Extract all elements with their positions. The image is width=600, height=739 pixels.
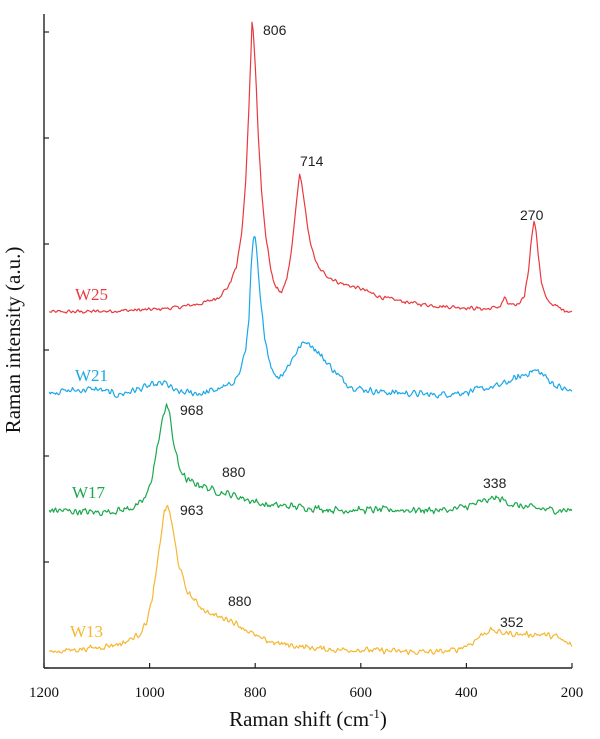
x-tick-label: 1000 xyxy=(135,685,165,701)
series-line-w13 xyxy=(49,504,573,656)
series-label-w17: W17 xyxy=(72,483,106,502)
peak-label: 352 xyxy=(500,614,524,630)
x-ticks: 1200 1000 800 600 400 200 xyxy=(29,663,583,701)
x-tick-label: 600 xyxy=(350,685,373,701)
series-line-w21 xyxy=(48,236,573,399)
x-tick-label: 1200 xyxy=(29,685,59,701)
x-tick-label: 400 xyxy=(455,685,478,701)
x-tick-label: 200 xyxy=(561,685,584,701)
x-axis-title-close: ) xyxy=(380,707,387,731)
peak-label: 963 xyxy=(180,502,204,518)
peak-labels: 806 714 270 968 880 338 963 880 352 xyxy=(180,22,544,630)
x-axis-title-superscript: -1 xyxy=(369,706,380,721)
peak-label: 806 xyxy=(263,22,287,38)
y-axis-title: Raman intensity (a.u.) xyxy=(1,247,25,434)
series-label-w13: W13 xyxy=(70,622,103,641)
peak-label: 270 xyxy=(520,207,544,223)
peak-label: 968 xyxy=(180,402,204,418)
series-label-w25: W25 xyxy=(75,285,108,304)
peak-label: 880 xyxy=(222,464,246,480)
series-lines xyxy=(48,21,573,656)
peak-label: 880 xyxy=(228,593,252,609)
series-label-w21: W21 xyxy=(75,366,108,385)
x-axis-title: Raman shift (cm-1) xyxy=(229,706,387,731)
peak-label: 714 xyxy=(300,153,324,169)
series-line-w25 xyxy=(49,21,573,314)
x-axis-title-main: Raman shift (cm xyxy=(229,707,369,731)
series-line-w17 xyxy=(48,403,573,517)
axes xyxy=(43,14,572,669)
x-tick-label: 800 xyxy=(244,685,267,701)
y-ticks xyxy=(44,31,49,669)
series-labels: W25 W21 W17 W13 xyxy=(70,285,108,641)
peak-label: 338 xyxy=(483,475,507,491)
